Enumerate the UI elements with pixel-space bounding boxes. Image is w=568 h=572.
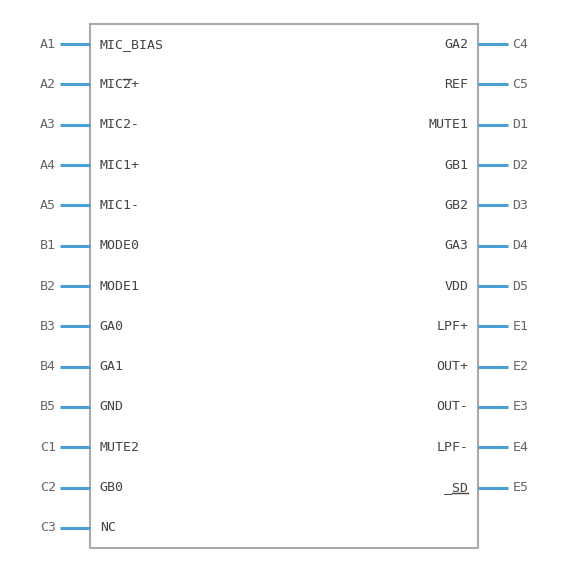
Text: A5: A5 xyxy=(40,199,56,212)
Text: GB0: GB0 xyxy=(100,481,124,494)
Text: GB2: GB2 xyxy=(444,199,468,212)
Text: E1: E1 xyxy=(512,320,528,333)
Text: GND: GND xyxy=(100,400,124,414)
Text: A2: A2 xyxy=(40,78,56,91)
Text: MODE0: MODE0 xyxy=(100,239,140,252)
Text: D5: D5 xyxy=(512,280,528,292)
Text: C4: C4 xyxy=(512,38,528,51)
Text: GA0: GA0 xyxy=(100,320,124,333)
Bar xyxy=(90,24,478,548)
Text: D1: D1 xyxy=(512,118,528,132)
Text: MIC1+: MIC1+ xyxy=(100,158,140,172)
Text: REF: REF xyxy=(444,78,468,91)
Text: A4: A4 xyxy=(40,158,56,172)
Text: E2: E2 xyxy=(512,360,528,373)
Text: D3: D3 xyxy=(512,199,528,212)
Text: C5: C5 xyxy=(512,78,528,91)
Text: VDD: VDD xyxy=(444,280,468,292)
Text: NC: NC xyxy=(100,521,116,534)
Text: E4: E4 xyxy=(512,440,528,454)
Text: GA3: GA3 xyxy=(444,239,468,252)
Text: MUTE1: MUTE1 xyxy=(428,118,468,132)
Text: MIC_BIAS: MIC_BIAS xyxy=(100,38,164,51)
Text: GA1: GA1 xyxy=(100,360,124,373)
Text: B5: B5 xyxy=(40,400,56,414)
Text: E3: E3 xyxy=(512,400,528,414)
Text: MODE1: MODE1 xyxy=(100,280,140,292)
Text: MUTE2: MUTE2 xyxy=(100,440,140,454)
Text: A1: A1 xyxy=(40,38,56,51)
Text: LPF-: LPF- xyxy=(436,440,468,454)
Text: MIC1-: MIC1- xyxy=(100,199,140,212)
Text: LPF+: LPF+ xyxy=(436,320,468,333)
Text: _SD: _SD xyxy=(444,481,468,494)
Text: E5: E5 xyxy=(512,481,528,494)
Text: GA2: GA2 xyxy=(444,38,468,51)
Text: B2: B2 xyxy=(40,280,56,292)
Text: B3: B3 xyxy=(40,320,56,333)
Text: MIC2+: MIC2+ xyxy=(100,78,140,91)
Text: B1: B1 xyxy=(40,239,56,252)
Text: B4: B4 xyxy=(40,360,56,373)
Text: D2: D2 xyxy=(512,158,528,172)
Text: OUT-: OUT- xyxy=(436,400,468,414)
Text: GB1: GB1 xyxy=(444,158,468,172)
Text: C3: C3 xyxy=(40,521,56,534)
Text: A3: A3 xyxy=(40,118,56,132)
Text: D4: D4 xyxy=(512,239,528,252)
Text: C1: C1 xyxy=(40,440,56,454)
Text: OUT+: OUT+ xyxy=(436,360,468,373)
Text: MIC2-: MIC2- xyxy=(100,118,140,132)
Text: C2: C2 xyxy=(40,481,56,494)
